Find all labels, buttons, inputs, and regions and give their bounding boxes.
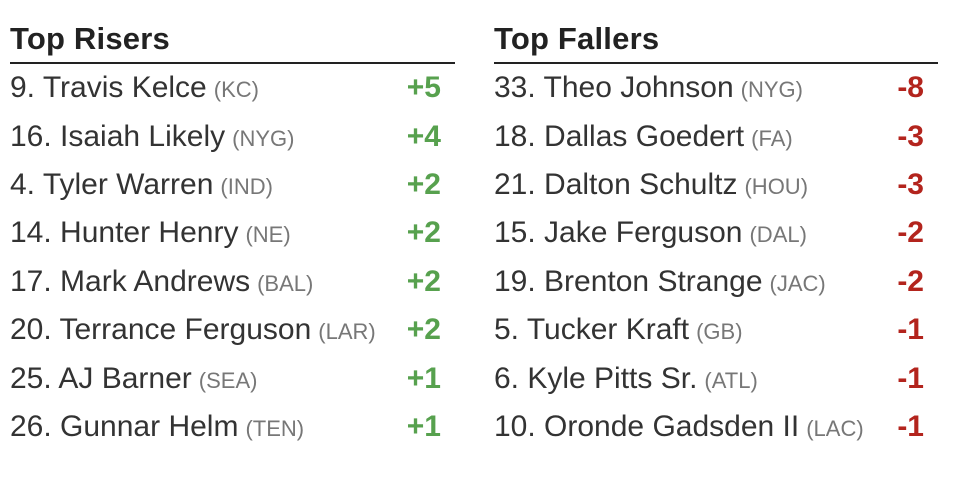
player-team-code: (HOU) <box>744 173 809 199</box>
player-entry: 10. Oronde Gadsden II (LAC) <box>494 410 864 444</box>
rank-change-value: -8 <box>897 71 924 105</box>
top-fallers-list: 33. Theo Johnson (NYG) -8 18. Dallas Goed… <box>494 64 938 451</box>
player-team-code: (IND) <box>220 173 273 199</box>
player-entry: 5. Tucker Kraft (GB) <box>494 313 743 347</box>
rank-change-value: -1 <box>897 409 924 443</box>
player-rank-name: 5. Tucker Kraft <box>494 313 690 347</box>
top-risers-title: Top Risers <box>10 20 455 64</box>
trend-row: 15. Jake Ferguson (DAL) -2 <box>494 209 938 257</box>
player-rank-name: 15. Jake Ferguson <box>494 216 743 250</box>
rank-change-value: +2 <box>406 167 441 201</box>
player-entry: 21. Dalton Schultz (HOU) <box>494 168 808 202</box>
player-entry: 33. Theo Johnson (NYG) <box>494 71 803 105</box>
player-team-code: (ATL) <box>704 367 758 393</box>
player-rank-name: 6. Kyle Pitts Sr. <box>494 361 698 395</box>
rank-change-value: +4 <box>406 119 441 153</box>
trend-row: 4. Tyler Warren (IND) +2 <box>10 161 455 209</box>
player-team-code: (LAC) <box>806 415 864 441</box>
trend-row: 21. Dalton Schultz (HOU) -3 <box>494 161 938 209</box>
trend-row: 6. Kyle Pitts Sr. (ATL) -1 <box>494 354 938 402</box>
player-entry: 25. AJ Barner (SEA) <box>10 362 257 396</box>
player-entry: 6. Kyle Pitts Sr. (ATL) <box>494 362 758 396</box>
player-team-code: (DAL) <box>749 222 807 248</box>
player-team-code: (GB) <box>696 319 743 345</box>
player-entry: 15. Jake Ferguson (DAL) <box>494 216 807 250</box>
top-fallers-title: Top Fallers <box>494 20 938 64</box>
player-rank-name: 26. Gunnar Helm <box>10 409 239 443</box>
top-fallers-column: Top Fallers 33. Theo Johnson (NYG) -8 18.… <box>494 0 938 451</box>
player-rank-name: 9. Travis Kelce <box>10 71 207 105</box>
player-entry: 18. Dallas Goedert (FA) <box>494 120 793 154</box>
player-entry: 4. Tyler Warren (IND) <box>10 168 273 202</box>
player-entry: 19. Brenton Strange (JAC) <box>494 265 826 299</box>
trend-row: 17. Mark Andrews (BAL) +2 <box>10 258 455 306</box>
player-rank-name: 16. Isaiah Likely <box>10 119 226 153</box>
trend-row: 10. Oronde Gadsden II (LAC) -1 <box>494 403 938 451</box>
top-risers-column: Top Risers 9. Travis Kelce (KC) +5 16. Is… <box>10 0 455 451</box>
player-team-code: (NE) <box>245 222 291 248</box>
rank-change-value: +1 <box>406 361 441 395</box>
player-rank-name: 18. Dallas Goedert <box>494 119 745 153</box>
rank-change-value: -2 <box>897 264 924 298</box>
player-rank-name: 14. Hunter Henry <box>10 216 239 250</box>
player-entry: 16. Isaiah Likely (NYG) <box>10 120 294 154</box>
top-risers-list: 9. Travis Kelce (KC) +5 16. Isaiah Likely… <box>10 64 455 451</box>
rank-change-value: -3 <box>897 167 924 201</box>
player-entry: 17. Mark Andrews (BAL) <box>10 265 313 299</box>
player-team-code: (LAR) <box>318 319 376 345</box>
player-team-code: (BAL) <box>257 270 314 296</box>
rank-change-value: +2 <box>406 216 441 250</box>
player-entry: 9. Travis Kelce (KC) <box>10 71 259 105</box>
trend-row: 9. Travis Kelce (KC) +5 <box>10 64 455 112</box>
trend-row: 26. Gunnar Helm (TEN) +1 <box>10 403 455 451</box>
rank-change-value: +2 <box>406 264 441 298</box>
trend-row: 20. Terrance Ferguson (LAR) +2 <box>10 306 455 354</box>
player-team-code: (FA) <box>751 125 793 151</box>
player-rank-name: 4. Tyler Warren <box>10 167 214 201</box>
rank-change-value: +1 <box>406 409 441 443</box>
rank-change-value: +5 <box>406 71 441 105</box>
player-entry: 20. Terrance Ferguson (LAR) <box>10 313 376 347</box>
rank-change-value: -2 <box>897 216 924 250</box>
rank-change-value: -1 <box>897 361 924 395</box>
trend-row: 19. Brenton Strange (JAC) -2 <box>494 258 938 306</box>
player-team-code: (KC) <box>213 77 259 103</box>
rank-change-value: -3 <box>897 119 924 153</box>
player-team-code: (NYG) <box>740 77 803 103</box>
player-rank-name: 20. Terrance Ferguson <box>10 313 312 347</box>
player-team-code: (NYG) <box>232 125 295 151</box>
trend-row: 25. AJ Barner (SEA) +1 <box>10 354 455 402</box>
player-rank-name: 25. AJ Barner <box>10 361 192 395</box>
rank-trends-widget: Top Risers 9. Travis Kelce (KC) +5 16. Is… <box>10 0 938 451</box>
player-team-code: (JAC) <box>769 270 826 296</box>
trend-row: 16. Isaiah Likely (NYG) +4 <box>10 112 455 160</box>
player-rank-name: 21. Dalton Schultz <box>494 167 738 201</box>
trend-row: 18. Dallas Goedert (FA) -3 <box>494 112 938 160</box>
rank-change-value: +2 <box>406 313 441 347</box>
player-rank-name: 19. Brenton Strange <box>494 264 763 298</box>
player-rank-name: 17. Mark Andrews <box>10 264 251 298</box>
rank-change-value: -1 <box>897 313 924 347</box>
player-team-code: (SEA) <box>198 367 258 393</box>
trend-row: 14. Hunter Henry (NE) +2 <box>10 209 455 257</box>
player-rank-name: 10. Oronde Gadsden II <box>494 409 800 443</box>
player-team-code: (TEN) <box>245 415 305 441</box>
player-rank-name: 33. Theo Johnson <box>494 71 734 105</box>
player-entry: 26. Gunnar Helm (TEN) <box>10 410 304 444</box>
trend-row: 5. Tucker Kraft (GB) -1 <box>494 306 938 354</box>
trend-row: 33. Theo Johnson (NYG) -8 <box>494 64 938 112</box>
player-entry: 14. Hunter Henry (NE) <box>10 216 291 250</box>
